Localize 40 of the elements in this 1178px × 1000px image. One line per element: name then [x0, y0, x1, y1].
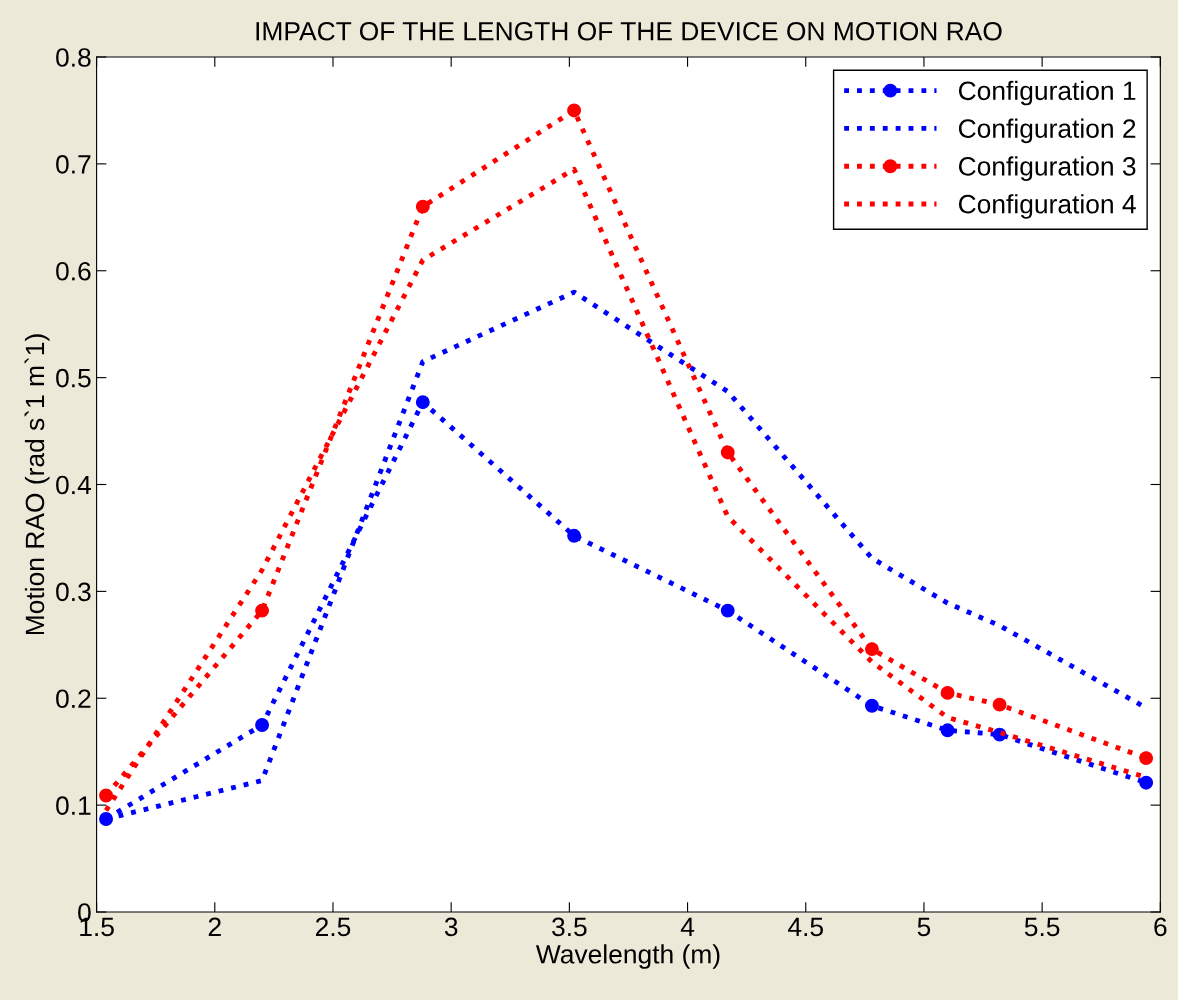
x-tick-label: 4: [680, 917, 695, 936]
y-tick-label: 0.8: [56, 48, 91, 67]
point: [415, 199, 430, 214]
point: [415, 395, 430, 410]
y-axis-title: Motion RAO (rad s`1 m`1): [24, 334, 50, 635]
point: [864, 698, 879, 713]
y-tick-label: 0.4: [56, 475, 91, 495]
x-tick-label: 2: [208, 917, 221, 936]
x-tick-label: 3.5: [552, 917, 587, 937]
y-tick-label: 0.7: [56, 155, 91, 174]
legend-label: Configuration 2: [958, 118, 1136, 144]
x-tick-label: 4.5: [788, 917, 823, 937]
y-tick-label: 0.3: [56, 582, 91, 602]
point: [567, 103, 582, 118]
point: [255, 718, 270, 732]
point: [99, 788, 113, 803]
point: [940, 685, 955, 700]
point: [1139, 751, 1154, 766]
chart-title: IMPACT OF THE LENGTH OF THE DEVICE ON MOTION RAO: [256, 21, 1002, 41]
point: [567, 528, 582, 543]
legend-label: Configuration 1: [958, 80, 1136, 106]
point: [255, 603, 270, 618]
y-tick-label: 0.5: [56, 368, 91, 388]
point: [940, 723, 955, 738]
x-tick-label: 3: [444, 917, 458, 937]
point: [1139, 775, 1154, 790]
y-tick-label: 0.2: [56, 689, 91, 709]
x-axis-title: Wavelength (m): [535, 944, 720, 969]
point: [992, 697, 1007, 712]
x-tick-label: 5: [917, 917, 931, 937]
legend-label: Configuration 4: [958, 194, 1136, 219]
point: [720, 603, 735, 618]
x-tick-label: 6: [1154, 917, 1167, 937]
x-tick-label: 2.5: [315, 917, 351, 937]
y-tick-label: 0.6: [56, 261, 91, 281]
legend-label: Configuration 3: [958, 156, 1136, 181]
y-tick-label: 0.1: [56, 796, 91, 815]
x-tick-label: 5.5: [1024, 917, 1060, 937]
point: [864, 642, 879, 657]
point: [720, 445, 735, 460]
